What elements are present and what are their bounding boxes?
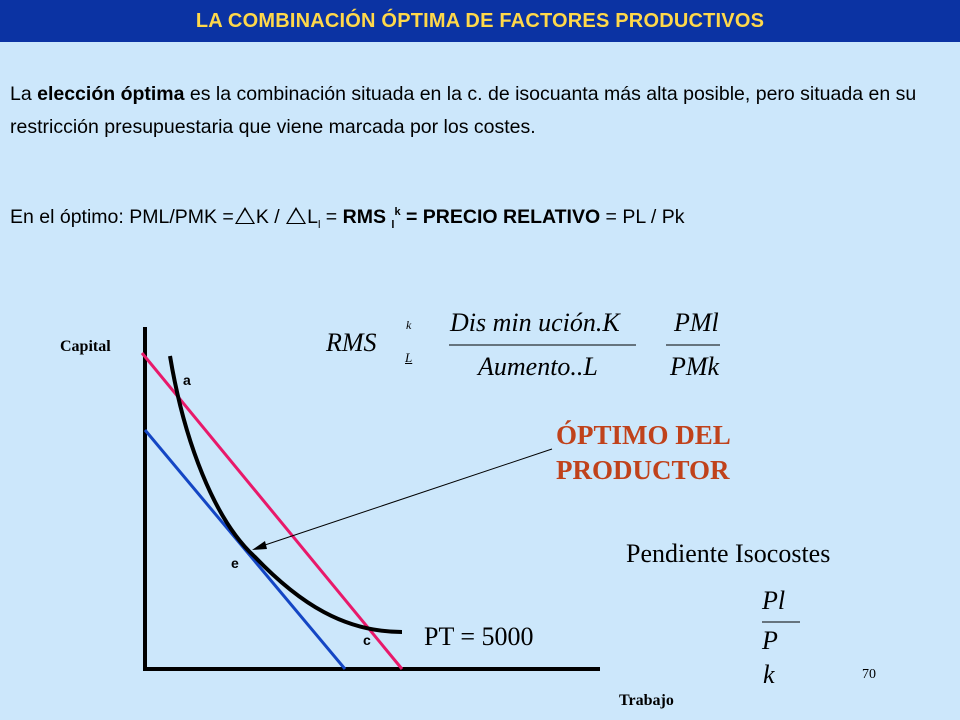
- formula-rms: RMS: [326, 328, 377, 357]
- formula-sup: k: [406, 318, 412, 332]
- producer-arrow: [261, 448, 553, 547]
- arrow-head-icon: [252, 541, 267, 550]
- optimum-prefix: En el óptimo: PML/PMK =: [10, 206, 234, 228]
- rms-sup: k: [394, 206, 401, 218]
- rms-sub: l: [391, 219, 395, 231]
- formula-right-den: PMk: [670, 352, 720, 381]
- optimum-tail: = PL / Pk: [600, 206, 685, 228]
- relative-price: = PRECIO RELATIVO: [400, 206, 601, 228]
- intro-paragraph: La elección óptima es la combinación sit…: [10, 78, 940, 144]
- slope-numerator: Pl: [762, 586, 786, 615]
- delta-l: L: [307, 206, 318, 228]
- formula-numerator: Dis min ución.K: [450, 308, 620, 337]
- optimum-condition: En el óptimo: PML/PMK = K / Ll = RMS lk =…: [10, 206, 685, 231]
- slope-denominator-k: k: [763, 660, 775, 689]
- intro-post: es la combinación situada en la c. de is…: [10, 83, 917, 138]
- rms-text: RMS: [342, 206, 386, 228]
- slide-title: LA COMBINACIÓN ÓPTIMA DE FACTORES PRODUC…: [195, 9, 765, 32]
- y-axis-label: Capital: [60, 338, 111, 355]
- isoquant-curve: [168, 355, 403, 634]
- formula-denominator: Aumento..L: [478, 352, 598, 381]
- isoquant-label: PT = 5000: [424, 622, 534, 651]
- point-e-label: e: [231, 555, 239, 571]
- isocost-line-high: [140, 352, 404, 670]
- producer-optimum-label: ÓPTIMO DEL PRODUCTOR: [556, 418, 731, 488]
- intro-bold: elección óptima: [37, 83, 185, 105]
- equals: =: [320, 206, 343, 228]
- x-axis-label: Trabajo: [619, 692, 674, 709]
- delta-icon: [286, 207, 307, 224]
- formula-sub: L: [405, 350, 413, 365]
- delta-l-sub: l: [317, 219, 321, 231]
- point-c-label: c: [363, 632, 371, 648]
- intro-pre: La: [10, 83, 38, 105]
- formula-right-num: PMl: [674, 308, 719, 337]
- delta-k: K /: [255, 206, 280, 228]
- producer-label-line2: PRODUCTOR: [556, 455, 730, 485]
- delta-icon: [234, 207, 255, 224]
- title-bar: LA COMBINACIÓN ÓPTIMA DE FACTORES PRODUC…: [0, 0, 960, 42]
- point-a-label: a: [183, 372, 191, 388]
- slope-denominator-p: P: [762, 626, 778, 655]
- page-number: 70: [862, 667, 876, 682]
- producer-label-line1: ÓPTIMO DEL: [556, 420, 731, 450]
- slope-title: Pendiente Isocostes: [626, 539, 831, 568]
